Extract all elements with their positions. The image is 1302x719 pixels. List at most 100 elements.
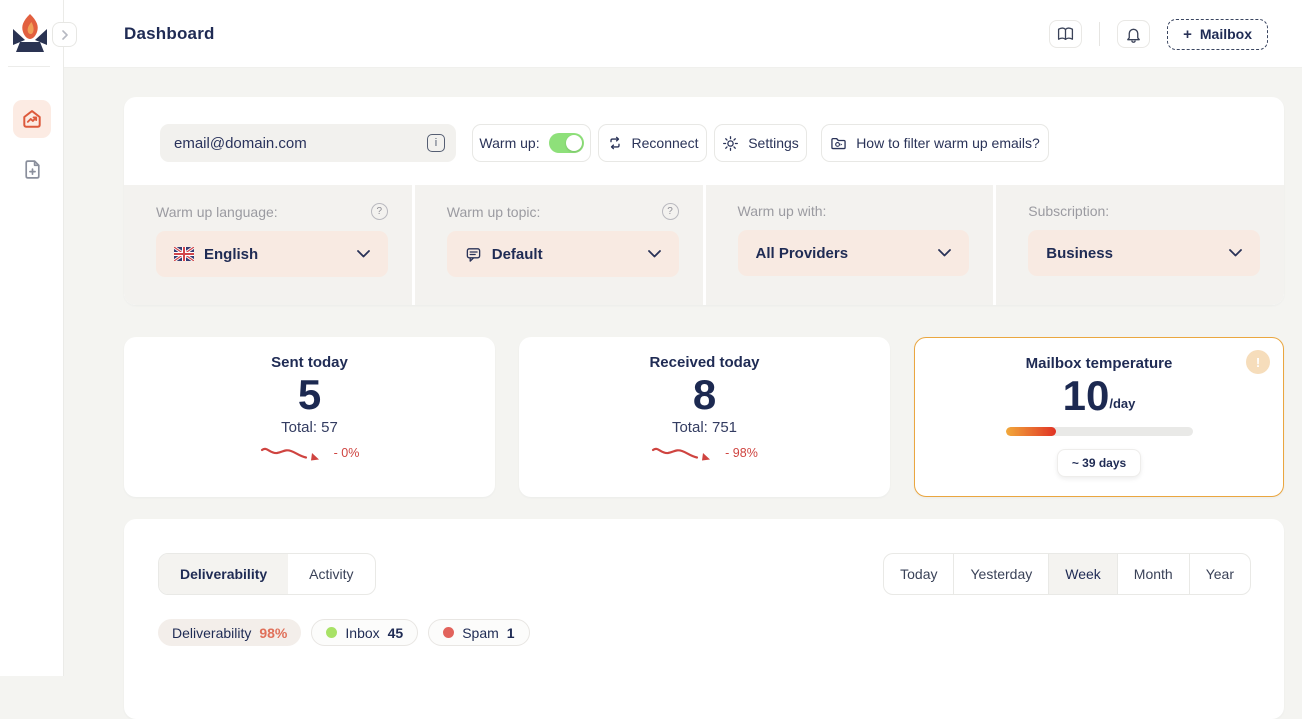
sidebar-divider (8, 66, 50, 67)
sent-today-title: Sent today (271, 354, 348, 371)
topic-select-label: Warm up topic: (446, 203, 541, 220)
received-today-value: 8 (692, 371, 717, 418)
app-logo-flame-envelope-icon[interactable] (10, 12, 50, 52)
warmup-toggle[interactable] (548, 133, 584, 153)
temperature-unit: /day (1109, 396, 1136, 411)
email-input[interactable] (160, 124, 456, 162)
range-month[interactable]: Month (1116, 554, 1189, 594)
inbox-dot-icon (326, 627, 338, 638)
reconnect-button[interactable]: Reconnect (598, 124, 707, 162)
received-today-card: Received today 8 Total: 751 - 98% (519, 337, 890, 497)
topic-help-icon[interactable]: ? (661, 203, 679, 220)
legend-deliverability-value: 98% (259, 624, 288, 641)
legend-inbox-value: 45 (387, 624, 404, 641)
temperature-progress-fill (1005, 427, 1056, 436)
book-icon (1058, 27, 1074, 41)
topic-select-value: Default (491, 245, 543, 263)
temperature-value: 10 (1062, 372, 1110, 419)
uk-flag-icon (174, 247, 194, 261)
filter-help-button[interactable]: How to filter warm up emails? (821, 124, 1049, 162)
temperature-progress-track (1005, 427, 1193, 436)
trend-down-sparkline-icon (260, 447, 319, 461)
plus-icon: + (1183, 25, 1192, 43)
language-help-icon[interactable]: ? (370, 203, 388, 220)
notifications-button[interactable] (1117, 20, 1151, 48)
select-col-providers: Warm up with: All Providers (705, 185, 994, 305)
select-col-subscription: Subscription: Business (996, 185, 1284, 305)
toggle-knob (565, 135, 582, 151)
providers-select[interactable]: All Providers (737, 230, 970, 276)
sent-today-card: Sent today 5 Total: 57 - 0% (124, 337, 495, 497)
filter-help-button-label: How to filter warm up emails? (856, 135, 1040, 151)
sidebar-item-dashboard[interactable] (13, 100, 51, 138)
chevron-down-icon (938, 249, 952, 257)
legend-deliverability-label: Deliverability (172, 624, 252, 641)
legend-spam-label: Spam (462, 624, 499, 641)
spam-dot-icon (443, 627, 455, 638)
gear-icon (723, 135, 739, 151)
sidebar-expand-button[interactable] (52, 22, 77, 47)
temperature-title: Mailbox temperature (1025, 355, 1173, 372)
warmup-settings-row: Warm up language: ? English Warm (124, 185, 1284, 305)
date-range-selector: Today Yesterday Week Month Year (883, 553, 1251, 595)
tab-activity[interactable]: Activity (309, 566, 354, 582)
chevron-down-icon (647, 250, 661, 258)
select-col-topic: Warm up topic: ? Default (414, 185, 703, 305)
legend-inbox-chip[interactable]: Inbox 45 (311, 619, 419, 646)
docs-button[interactable] (1049, 20, 1083, 48)
subscription-select-label: Subscription: (1028, 203, 1110, 219)
sent-today-change: - 0% (333, 446, 360, 460)
sent-today-total: Total: 57 (281, 419, 338, 436)
settings-button-label: Settings (748, 135, 799, 151)
range-yesterday[interactable]: Yesterday (953, 554, 1048, 594)
bell-icon (1127, 28, 1141, 43)
chart-legend: Deliverability 98% Inbox 45 Spam 1 (158, 619, 530, 646)
settings-button[interactable]: Settings (714, 124, 807, 162)
received-today-total: Total: 751 (671, 419, 738, 436)
sent-today-value: 5 (297, 371, 322, 418)
received-today-change: - 98% (725, 446, 758, 460)
sidebar (0, 0, 77, 676)
sidebar-item-add-mailbox[interactable] (13, 150, 51, 188)
subscription-select-value: Business (1046, 244, 1113, 262)
header: Dashboard + Mailbox (64, 0, 1302, 68)
language-select-label: Warm up language: (156, 203, 278, 220)
legend-spam-value: 1 (506, 624, 515, 641)
legend-inbox-label: Inbox (345, 624, 380, 641)
analytics-panel: Deliverability Activity Today Yesterday … (124, 519, 1284, 719)
range-year[interactable]: Year (1188, 554, 1250, 594)
chevron-down-icon (356, 250, 370, 258)
providers-select-label: Warm up with: (737, 203, 827, 219)
language-select[interactable]: English (156, 231, 388, 277)
add-mailbox-button[interactable]: + Mailbox (1167, 18, 1268, 50)
warning-icon[interactable]: ! (1246, 350, 1270, 374)
warmup-toggle-label: Warm up: (479, 135, 540, 151)
trend-down-sparkline-icon (652, 447, 711, 461)
language-select-value: English (204, 245, 259, 263)
page-title: Dashboard (124, 24, 215, 43)
email-info-icon[interactable]: i (427, 134, 445, 152)
file-plus-icon (24, 159, 40, 179)
select-col-language: Warm up language: ? English (124, 185, 412, 305)
chevron-down-icon (1229, 249, 1242, 257)
sync-icon (609, 136, 620, 150)
temperature-days-remaining: ~ 39 days (1056, 449, 1142, 477)
chat-icon (466, 247, 481, 262)
tab-deliverability[interactable]: Deliverability (159, 554, 289, 594)
received-today-title: Received today (649, 354, 760, 371)
legend-deliverability-chip[interactable]: Deliverability 98% (158, 619, 302, 646)
dashboard-home-trend-icon (23, 110, 41, 128)
topic-select[interactable]: Default (446, 231, 679, 277)
legend-spam-chip[interactable]: Spam 1 (428, 619, 530, 646)
mailbox-temperature-card: ! Mailbox temperature 10 /day ~ 39 days (914, 337, 1284, 497)
range-today[interactable]: Today (900, 566, 938, 582)
header-divider (1099, 22, 1101, 46)
add-mailbox-button-label: Mailbox (1199, 26, 1252, 42)
video-folder-icon (831, 137, 846, 149)
analytics-tabs: Deliverability Activity (158, 553, 376, 595)
subscription-select[interactable]: Business (1028, 230, 1260, 276)
warmup-toggle-group: Warm up: (472, 124, 591, 162)
reconnect-button-label: Reconnect (631, 135, 699, 151)
mailbox-controls-card: i Warm up: Reconnect Settings (124, 97, 1284, 305)
range-week[interactable]: Week (1048, 554, 1117, 594)
